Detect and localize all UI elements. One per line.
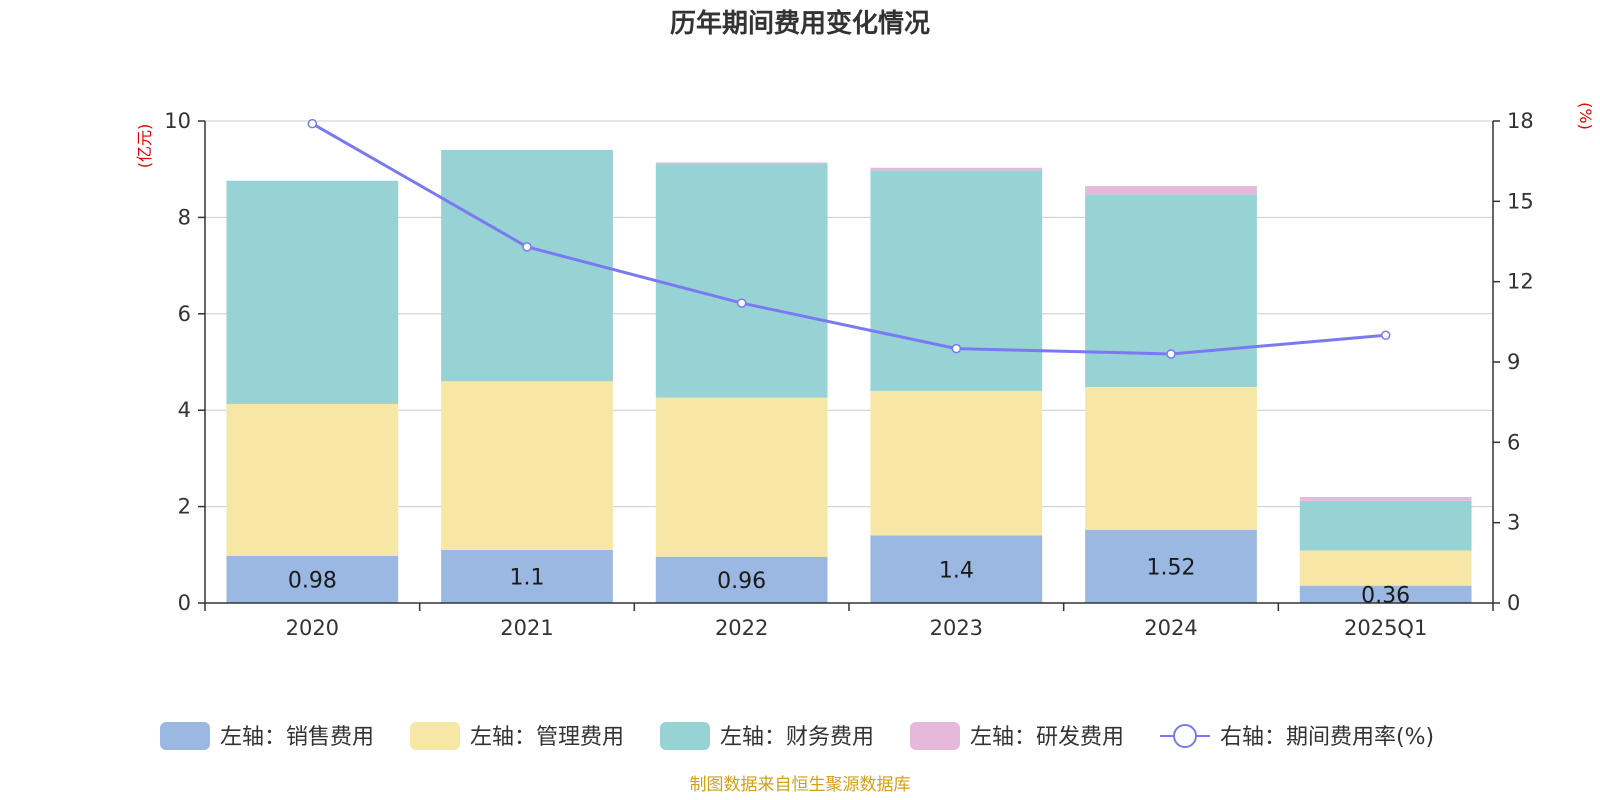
x-axis-tick-label: 2022 bbox=[715, 616, 768, 640]
bar-segment bbox=[441, 381, 613, 550]
left-axis-tick-label: 10 bbox=[164, 109, 191, 133]
bar-segment bbox=[655, 163, 828, 398]
bar-value-label: 1.4 bbox=[939, 558, 974, 583]
bar-value-label: 1.52 bbox=[1147, 555, 1196, 580]
chart-title: 历年期间费用变化情况 bbox=[670, 8, 930, 39]
bar-value-label: 0.98 bbox=[288, 568, 337, 593]
bar-segment bbox=[870, 167, 1043, 171]
right-axis-unit: (%) bbox=[1576, 102, 1595, 130]
left-axis-unit: (亿元) bbox=[135, 124, 154, 169]
legend-label: 左轴：管理费用 bbox=[470, 725, 624, 750]
rate-point bbox=[307, 118, 318, 129]
bar-segment bbox=[870, 170, 1043, 391]
right-axis-tick-label: 9 bbox=[1507, 350, 1520, 374]
axes: 0 2 4 6 8 10 0 3 6 9 12 15 18 2020 2021 2022 2023 2024 202… bbox=[164, 109, 1533, 640]
bar-segment bbox=[441, 549, 613, 603]
x-axis-tick-label: 2025Q1 bbox=[1344, 616, 1427, 640]
x-axis-tick-label: 2021 bbox=[500, 616, 553, 640]
legend-label: 左轴：财务费用 bbox=[720, 725, 874, 750]
legend-swatch bbox=[660, 722, 710, 750]
bar-segment bbox=[1085, 186, 1257, 195]
right-axis-tick-label: 15 bbox=[1507, 189, 1534, 213]
bar-segment bbox=[441, 149, 613, 382]
left-axis-tick-label: 4 bbox=[178, 398, 191, 422]
legend: 左轴：销售费用 左轴：管理费用 左轴：财务费用 左轴：研发费用 右轴：期间费用率(%) bbox=[160, 722, 1434, 750]
rate-point bbox=[1166, 349, 1176, 359]
bar-segment bbox=[870, 390, 1043, 536]
bar-segment bbox=[655, 162, 828, 164]
gridlines bbox=[205, 120, 1493, 508]
rate-point bbox=[736, 298, 747, 308]
right-axis-tick-label: 12 bbox=[1507, 270, 1534, 294]
left-axis-tick-label: 6 bbox=[178, 302, 191, 326]
legend-label: 左轴：研发费用 bbox=[970, 725, 1124, 750]
rate-point bbox=[951, 343, 962, 354]
bar-segment bbox=[655, 397, 828, 557]
bar-segment bbox=[1299, 500, 1472, 551]
legend-swatch bbox=[910, 722, 960, 750]
bar-value-label: 1.1 bbox=[510, 565, 545, 590]
rate-point bbox=[1380, 330, 1391, 340]
right-axis-tick-label: 0 bbox=[1507, 591, 1520, 615]
bar-segment bbox=[1299, 496, 1472, 501]
line-series bbox=[307, 118, 1391, 359]
bar-value-label: 0.96 bbox=[717, 569, 766, 594]
legend-swatch bbox=[160, 722, 210, 750]
source-note: 制图数据来自恒生聚源数据库 bbox=[690, 775, 911, 795]
right-axis-tick-label: 6 bbox=[1507, 430, 1520, 454]
bar-segment bbox=[1085, 529, 1257, 603]
left-axis-tick-label: 0 bbox=[178, 591, 191, 615]
bar-value-label: 0.36 bbox=[1361, 583, 1410, 608]
bar-segment bbox=[226, 403, 399, 556]
bar-segment bbox=[1085, 387, 1257, 530]
legend-swatch bbox=[410, 722, 460, 750]
right-axis-tick-label: 3 bbox=[1507, 511, 1520, 535]
bar-segment bbox=[870, 535, 1043, 603]
bar-segment bbox=[1299, 585, 1472, 603]
left-axis-tick-label: 2 bbox=[178, 495, 191, 519]
x-axis-tick-label: 2023 bbox=[930, 616, 983, 640]
bar-segment bbox=[226, 180, 399, 404]
left-axis-tick-label: 8 bbox=[178, 205, 191, 229]
bar-series bbox=[226, 149, 1472, 603]
x-axis-tick-label: 2024 bbox=[1144, 616, 1197, 640]
rate-point bbox=[522, 242, 532, 252]
rate-line bbox=[311, 122, 1386, 356]
bar-segment bbox=[226, 555, 399, 603]
data-labels: 0.98 1.1 0.96 1.4 1.52 0.36 bbox=[288, 555, 1410, 608]
bar-segment bbox=[655, 556, 828, 603]
legend-label: 右轴：期间费用率(%) bbox=[1220, 725, 1434, 750]
bar-segment bbox=[1299, 550, 1472, 586]
legend-marker bbox=[1173, 724, 1197, 748]
legend-label: 左轴：销售费用 bbox=[220, 725, 374, 750]
right-axis-tick-label: 18 bbox=[1507, 109, 1534, 133]
x-axis-tick-label: 2020 bbox=[286, 616, 339, 640]
